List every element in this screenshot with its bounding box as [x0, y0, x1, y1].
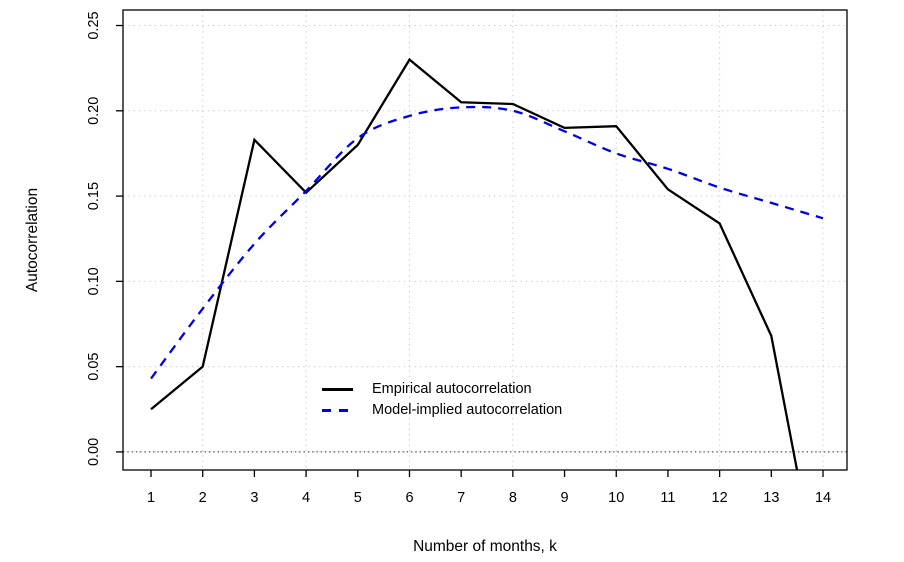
x-tick-label: 10: [608, 490, 624, 506]
y-tick-label: 0.15: [86, 182, 102, 210]
legend-entry-model: Model-implied autocorrelation: [322, 400, 562, 421]
x-tick-label: 3: [250, 490, 258, 506]
dashed-line-sample: [322, 409, 353, 412]
legend-entry-empirical: Empirical autocorrelation: [322, 379, 562, 400]
x-tick-label: 7: [457, 490, 465, 506]
legend-label: Empirical autocorrelation: [372, 381, 532, 398]
series-line-empirical: [150, 57, 799, 470]
x-tick-label: 9: [561, 490, 569, 506]
solid-line-sample: [322, 388, 353, 391]
plot-frame: [122, 9, 848, 471]
y-tick-label: 0.05: [86, 353, 102, 381]
y-tick-label: 0.20: [86, 97, 102, 125]
x-tick-label: 1: [147, 490, 155, 506]
x-tick-label: 8: [509, 490, 517, 506]
y-tick-label: 0.00: [86, 438, 102, 466]
x-tick-label: 14: [815, 490, 831, 506]
x-axis-title: Number of months, k: [413, 538, 557, 555]
x-tick-label: 4: [302, 490, 310, 506]
y-axis-title: Autocorrelation: [24, 187, 41, 293]
x-tick-label: 11: [660, 490, 675, 506]
legend: Empirical autocorrelation Model-implied …: [322, 379, 562, 421]
legend-label: Model-implied autocorrelation: [372, 402, 563, 419]
x-tick-label: 13: [763, 490, 779, 506]
x-tick-label: 5: [354, 490, 362, 506]
y-tick-label: 0.25: [86, 11, 102, 39]
series-line-model: [150, 105, 824, 380]
x-tick-label: 6: [405, 490, 413, 506]
x-tick-label: 2: [199, 490, 207, 506]
y-tick-label: 0.10: [86, 267, 102, 295]
x-tick-label: 12: [712, 490, 728, 506]
